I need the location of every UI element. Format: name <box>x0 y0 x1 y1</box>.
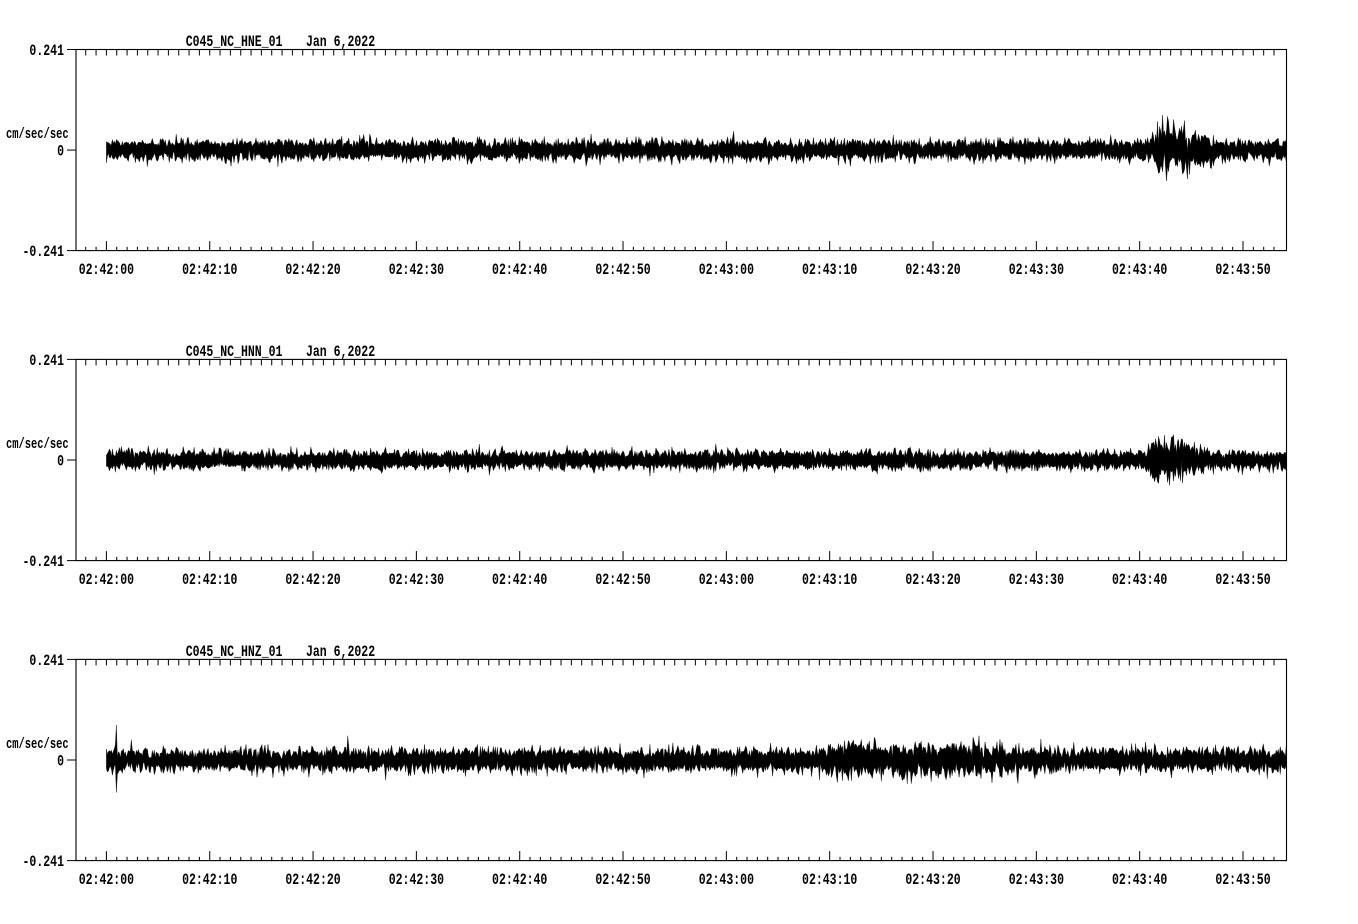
svg-text:0.241: 0.241 <box>29 42 64 60</box>
svg-text:Jan 6,2022: Jan 6,2022 <box>306 33 375 51</box>
svg-text:02:42:30: 02:42:30 <box>389 571 444 589</box>
svg-text:02:42:30: 02:42:30 <box>389 261 444 279</box>
svg-text:02:43:50: 02:43:50 <box>1215 261 1270 279</box>
svg-text:02:42:50: 02:42:50 <box>595 871 650 889</box>
svg-text:02:43:40: 02:43:40 <box>1112 871 1167 889</box>
svg-text:02:43:20: 02:43:20 <box>905 571 960 589</box>
svg-text:0.241: 0.241 <box>29 352 64 370</box>
svg-text:C045_NC_HNN_01: C045_NC_HNN_01 <box>186 343 283 361</box>
svg-text:02:42:00: 02:42:00 <box>79 261 134 279</box>
svg-text:-0.241: -0.241 <box>23 243 64 261</box>
svg-text:02:43:10: 02:43:10 <box>802 261 857 279</box>
svg-text:02:43:10: 02:43:10 <box>802 571 857 589</box>
svg-text:02:43:30: 02:43:30 <box>1009 871 1064 889</box>
svg-text:-0.241: -0.241 <box>23 853 64 871</box>
svg-text:02:42:20: 02:42:20 <box>285 261 340 279</box>
svg-text:02:43:40: 02:43:40 <box>1112 261 1167 279</box>
svg-text:02:43:00: 02:43:00 <box>699 571 754 589</box>
svg-text:02:43:20: 02:43:20 <box>905 871 960 889</box>
svg-text:0: 0 <box>57 753 64 771</box>
svg-text:02:42:30: 02:42:30 <box>389 871 444 889</box>
svg-text:-0.241: -0.241 <box>23 553 64 571</box>
svg-text:0.241: 0.241 <box>29 652 64 670</box>
svg-text:02:42:40: 02:42:40 <box>492 871 547 889</box>
svg-text:02:43:40: 02:43:40 <box>1112 571 1167 589</box>
svg-text:02:43:20: 02:43:20 <box>905 261 960 279</box>
svg-text:02:42:10: 02:42:10 <box>182 571 237 589</box>
svg-text:02:42:00: 02:42:00 <box>79 871 134 889</box>
svg-text:02:42:40: 02:42:40 <box>492 261 547 279</box>
svg-text:02:42:10: 02:42:10 <box>182 261 237 279</box>
svg-text:cm/sec/sec: cm/sec/sec <box>6 735 69 752</box>
svg-text:cm/sec/sec: cm/sec/sec <box>6 435 69 452</box>
svg-text:Jan 6,2022: Jan 6,2022 <box>306 343 375 361</box>
svg-text:02:42:40: 02:42:40 <box>492 571 547 589</box>
svg-text:02:43:10: 02:43:10 <box>802 871 857 889</box>
svg-text:02:42:50: 02:42:50 <box>595 571 650 589</box>
svg-text:02:43:50: 02:43:50 <box>1215 571 1270 589</box>
svg-text:0: 0 <box>57 143 64 161</box>
svg-text:02:42:10: 02:42:10 <box>182 871 237 889</box>
svg-text:C045_NC_HNE_01: C045_NC_HNE_01 <box>186 33 283 51</box>
svg-text:Jan 6,2022: Jan 6,2022 <box>306 643 375 661</box>
svg-text:02:42:50: 02:42:50 <box>595 261 650 279</box>
svg-text:02:43:30: 02:43:30 <box>1009 571 1064 589</box>
svg-text:02:43:30: 02:43:30 <box>1009 261 1064 279</box>
svg-text:0: 0 <box>57 453 64 471</box>
svg-text:02:43:50: 02:43:50 <box>1215 871 1270 889</box>
svg-text:cm/sec/sec: cm/sec/sec <box>6 125 69 142</box>
svg-text:C045_NC_HNZ_01: C045_NC_HNZ_01 <box>186 643 283 661</box>
svg-text:02:43:00: 02:43:00 <box>699 261 754 279</box>
svg-text:02:43:00: 02:43:00 <box>699 871 754 889</box>
svg-text:02:42:20: 02:42:20 <box>285 871 340 889</box>
svg-text:02:42:20: 02:42:20 <box>285 571 340 589</box>
svg-text:02:42:00: 02:42:00 <box>79 571 134 589</box>
